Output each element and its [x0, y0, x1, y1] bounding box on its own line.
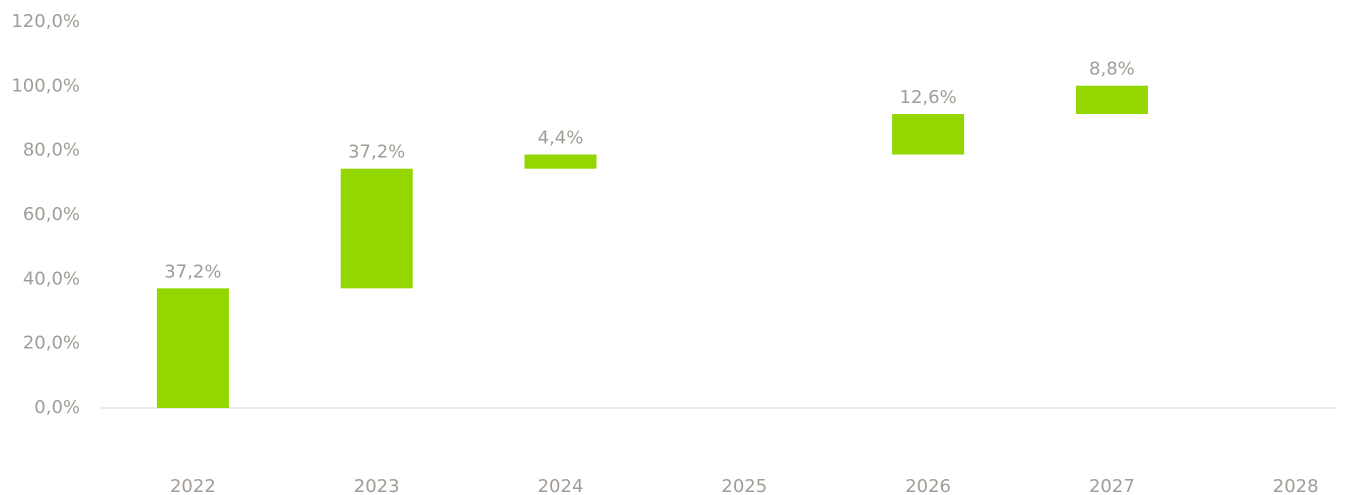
data-label: 37,2% [348, 142, 405, 163]
data-label: 37,2% [164, 261, 221, 282]
bar [892, 113, 965, 155]
bar [156, 288, 229, 408]
y-tick-label: 120,0% [11, 11, 80, 32]
y-tick-label: 0,0% [34, 397, 80, 418]
y-tick-label: 60,0% [23, 204, 80, 225]
bar [524, 154, 597, 169]
x-tick-label: 2027 [1089, 476, 1135, 495]
y-tick-label: 40,0% [23, 268, 80, 289]
x-tick-label: 2025 [721, 476, 767, 495]
data-label: 8,8% [1089, 59, 1135, 80]
x-tick-label: 2028 [1273, 476, 1319, 495]
y-tick-label: 100,0% [11, 75, 80, 96]
data-label: 12,6% [900, 87, 957, 108]
x-tick-label: 2023 [354, 476, 400, 495]
data-label: 4,4% [538, 128, 584, 149]
bar [340, 168, 413, 289]
bar [1075, 85, 1148, 114]
x-tick-label: 2022 [170, 476, 216, 495]
y-tick-label: 80,0% [23, 140, 80, 161]
x-tick-label: 2026 [905, 476, 951, 495]
y-tick-label: 20,0% [23, 333, 80, 354]
x-tick-label: 2024 [538, 476, 584, 495]
